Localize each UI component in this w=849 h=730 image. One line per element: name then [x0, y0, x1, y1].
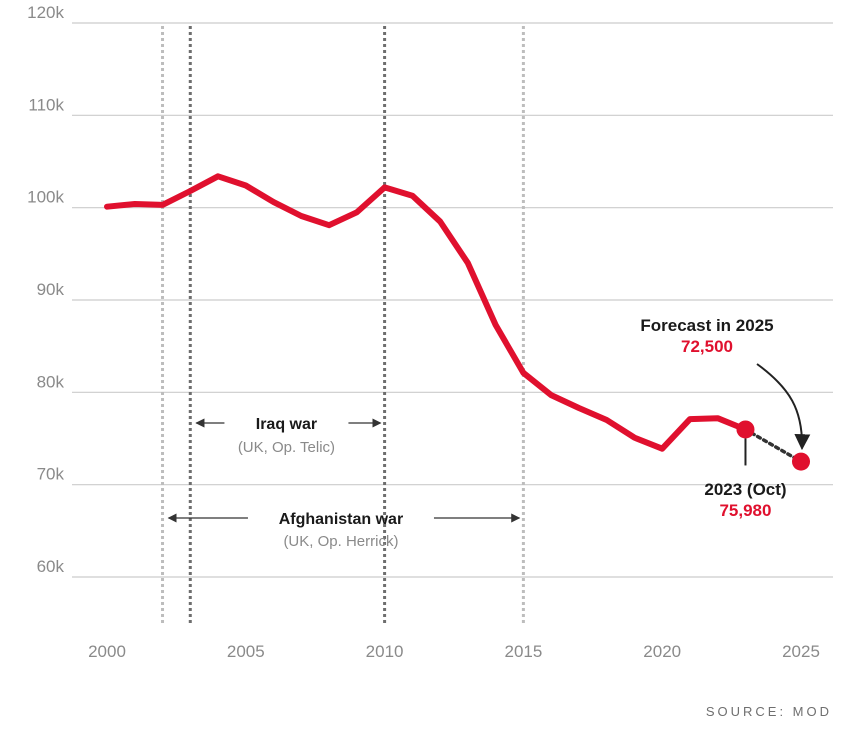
y-tick-label: 70k [37, 465, 65, 484]
forecast-callout-value: 72,500 [681, 337, 733, 356]
x-tick-label: 2020 [643, 642, 681, 661]
afghanistan-war-sublabel: (UK, Op. Herrick) [283, 533, 398, 550]
y-tick-label: 110k [28, 95, 64, 114]
y-tick-label: 60k [37, 557, 65, 576]
afghanistan-war-label: Afghanistan war [279, 511, 403, 528]
forecast-callout-label: Forecast in 2025 [640, 316, 773, 335]
current-callout-label: 2023 (Oct) [704, 480, 786, 499]
x-tick-label: 2025 [782, 642, 820, 661]
y-tick-label: 120k [27, 3, 64, 22]
forecast-line [743, 427, 803, 464]
current-marker [736, 420, 755, 439]
period-annotations: Iraq war (UK, Op. Telic) Afghanistan war (U… [167, 416, 521, 550]
iraq-war-label: Iraq war [256, 416, 317, 433]
x-tick-label: 2015 [504, 642, 542, 661]
series-line [104, 173, 749, 452]
x-tick-label: 2010 [366, 642, 404, 661]
source-note: SOURCE: MOD [706, 704, 832, 719]
x-axis-ticks: 2000 2005 2010 2015 2020 2025 [88, 642, 820, 661]
current-callout-value: 75,980 [719, 501, 771, 520]
y-axis-ticks: 120k 110k 100k 90k 80k 70k 60k [27, 3, 64, 576]
iraq-war-sublabel: (UK, Op. Telic) [238, 439, 335, 456]
y-tick-label: 80k [37, 372, 65, 391]
series-layer [104, 173, 810, 471]
forecast-marker [792, 452, 810, 471]
y-tick-label: 90k [37, 280, 65, 299]
x-tick-label: 2005 [227, 642, 265, 661]
period-lines [161, 26, 525, 626]
y-tick-label: 100k [27, 188, 64, 207]
x-tick-label: 2000 [88, 642, 126, 661]
callouts: Forecast in 2025 72,500 2023 (Oct) 75,98… [640, 316, 811, 520]
forecast-callout-arrow [756, 363, 811, 451]
grid-lines [72, 22, 833, 578]
